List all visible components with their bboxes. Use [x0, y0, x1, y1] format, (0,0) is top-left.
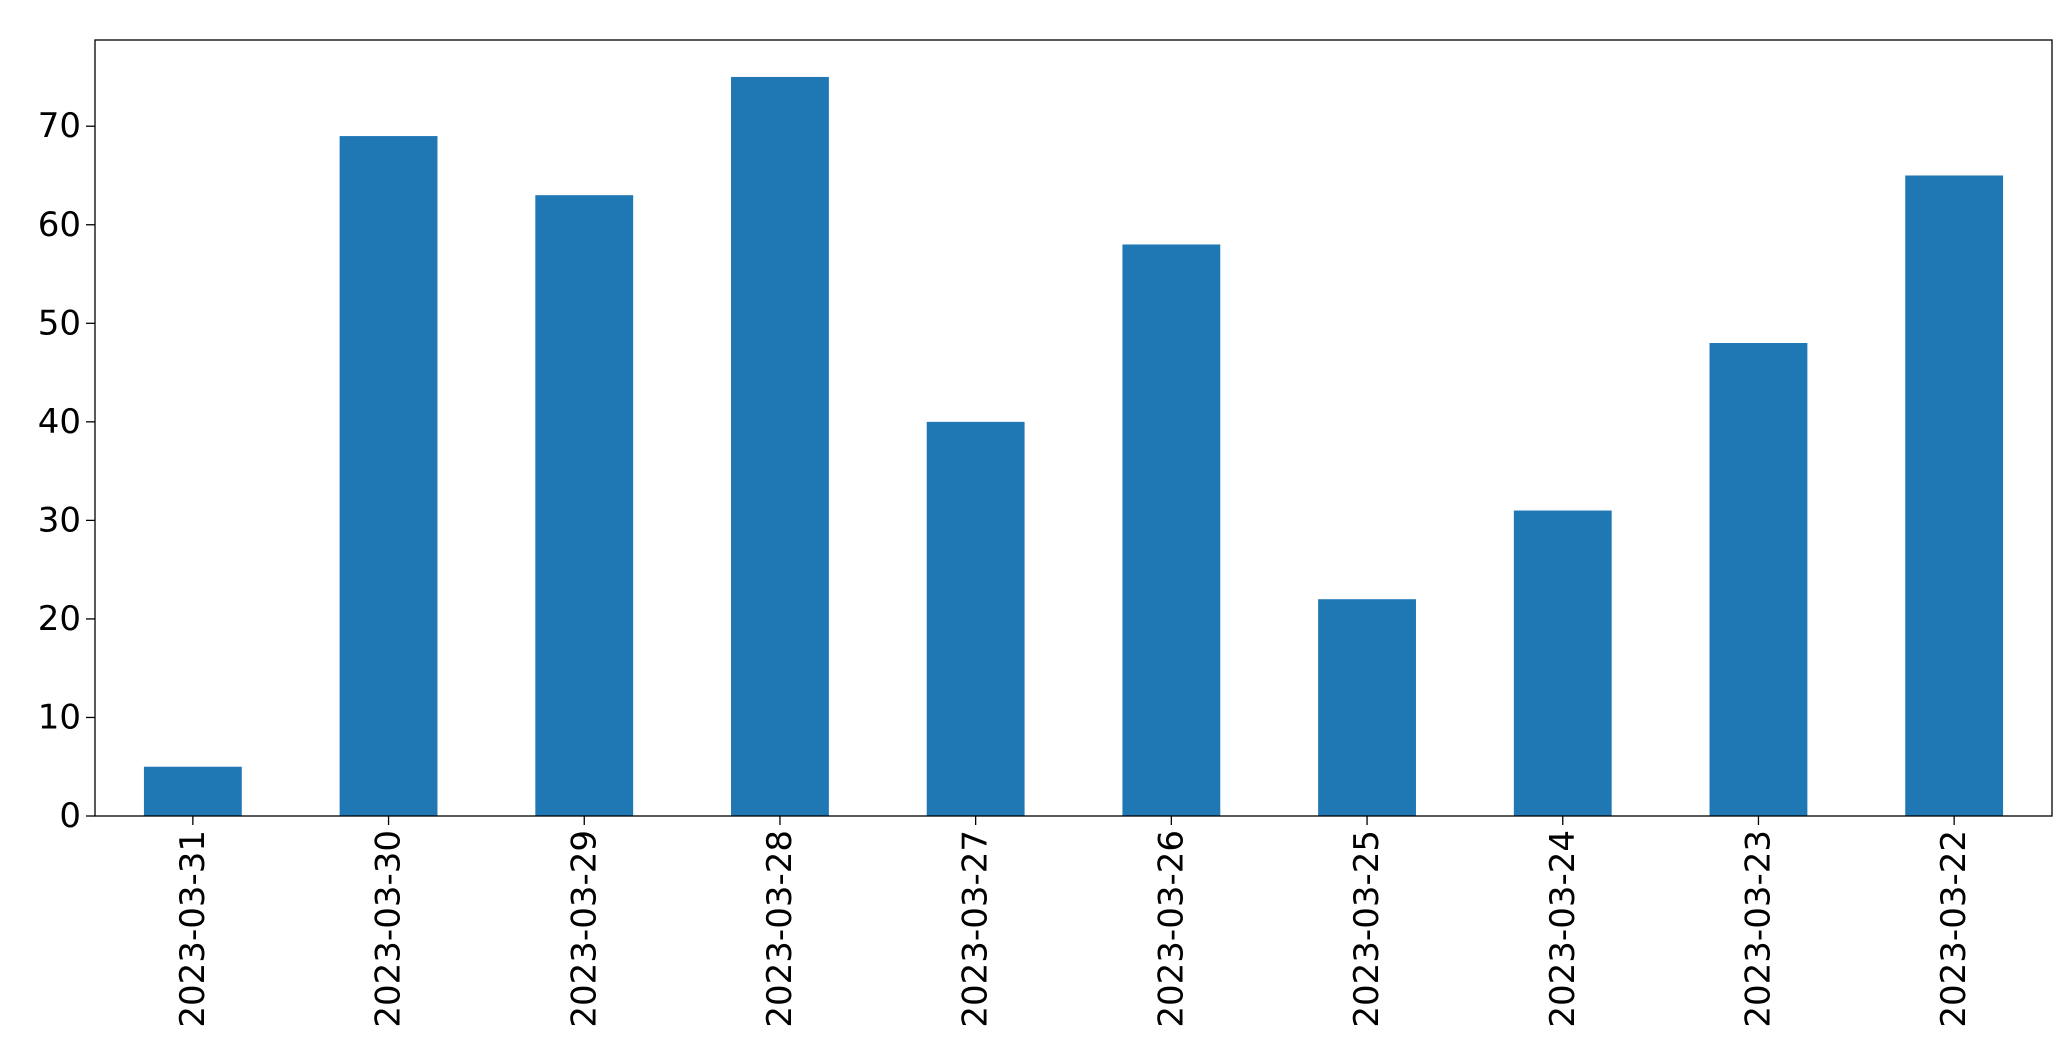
- y-tick-label: 40: [38, 402, 81, 442]
- x-tick-label: 2023-03-27: [956, 830, 996, 1028]
- bar: [926, 421, 1025, 816]
- y-tick-label: 10: [38, 697, 81, 737]
- y-tick-label: 50: [38, 303, 81, 343]
- bar: [731, 76, 829, 816]
- bar: [1709, 343, 1808, 816]
- plot-frame: [94, 39, 2053, 817]
- bar: [1513, 510, 1612, 816]
- x-tick-label: 2023-03-26: [1151, 830, 1191, 1028]
- bar: [1905, 175, 2004, 816]
- y-tick-label: 30: [38, 500, 81, 540]
- bar: [1122, 244, 1221, 816]
- x-tick-label: 2023-03-31: [173, 830, 213, 1028]
- y-tick-label: 20: [38, 599, 81, 639]
- y-tick-label: 0: [59, 796, 81, 836]
- x-tick-label: 2023-03-25: [1347, 830, 1387, 1028]
- x-tick-label: 2023-03-28: [760, 830, 800, 1028]
- y-tick-label: 60: [38, 205, 81, 245]
- bar: [1318, 599, 1416, 816]
- bar: [535, 195, 634, 816]
- x-tick-label: 2023-03-30: [369, 830, 409, 1028]
- x-tick-label: 2023-03-22: [1934, 830, 1974, 1028]
- x-tick-label: 2023-03-23: [1738, 830, 1778, 1028]
- x-tick-label: 2023-03-29: [564, 830, 604, 1028]
- y-tick-label: 70: [38, 106, 81, 146]
- bar: [143, 766, 242, 816]
- x-tick-label: 2023-03-24: [1543, 830, 1583, 1028]
- bar: [339, 136, 438, 817]
